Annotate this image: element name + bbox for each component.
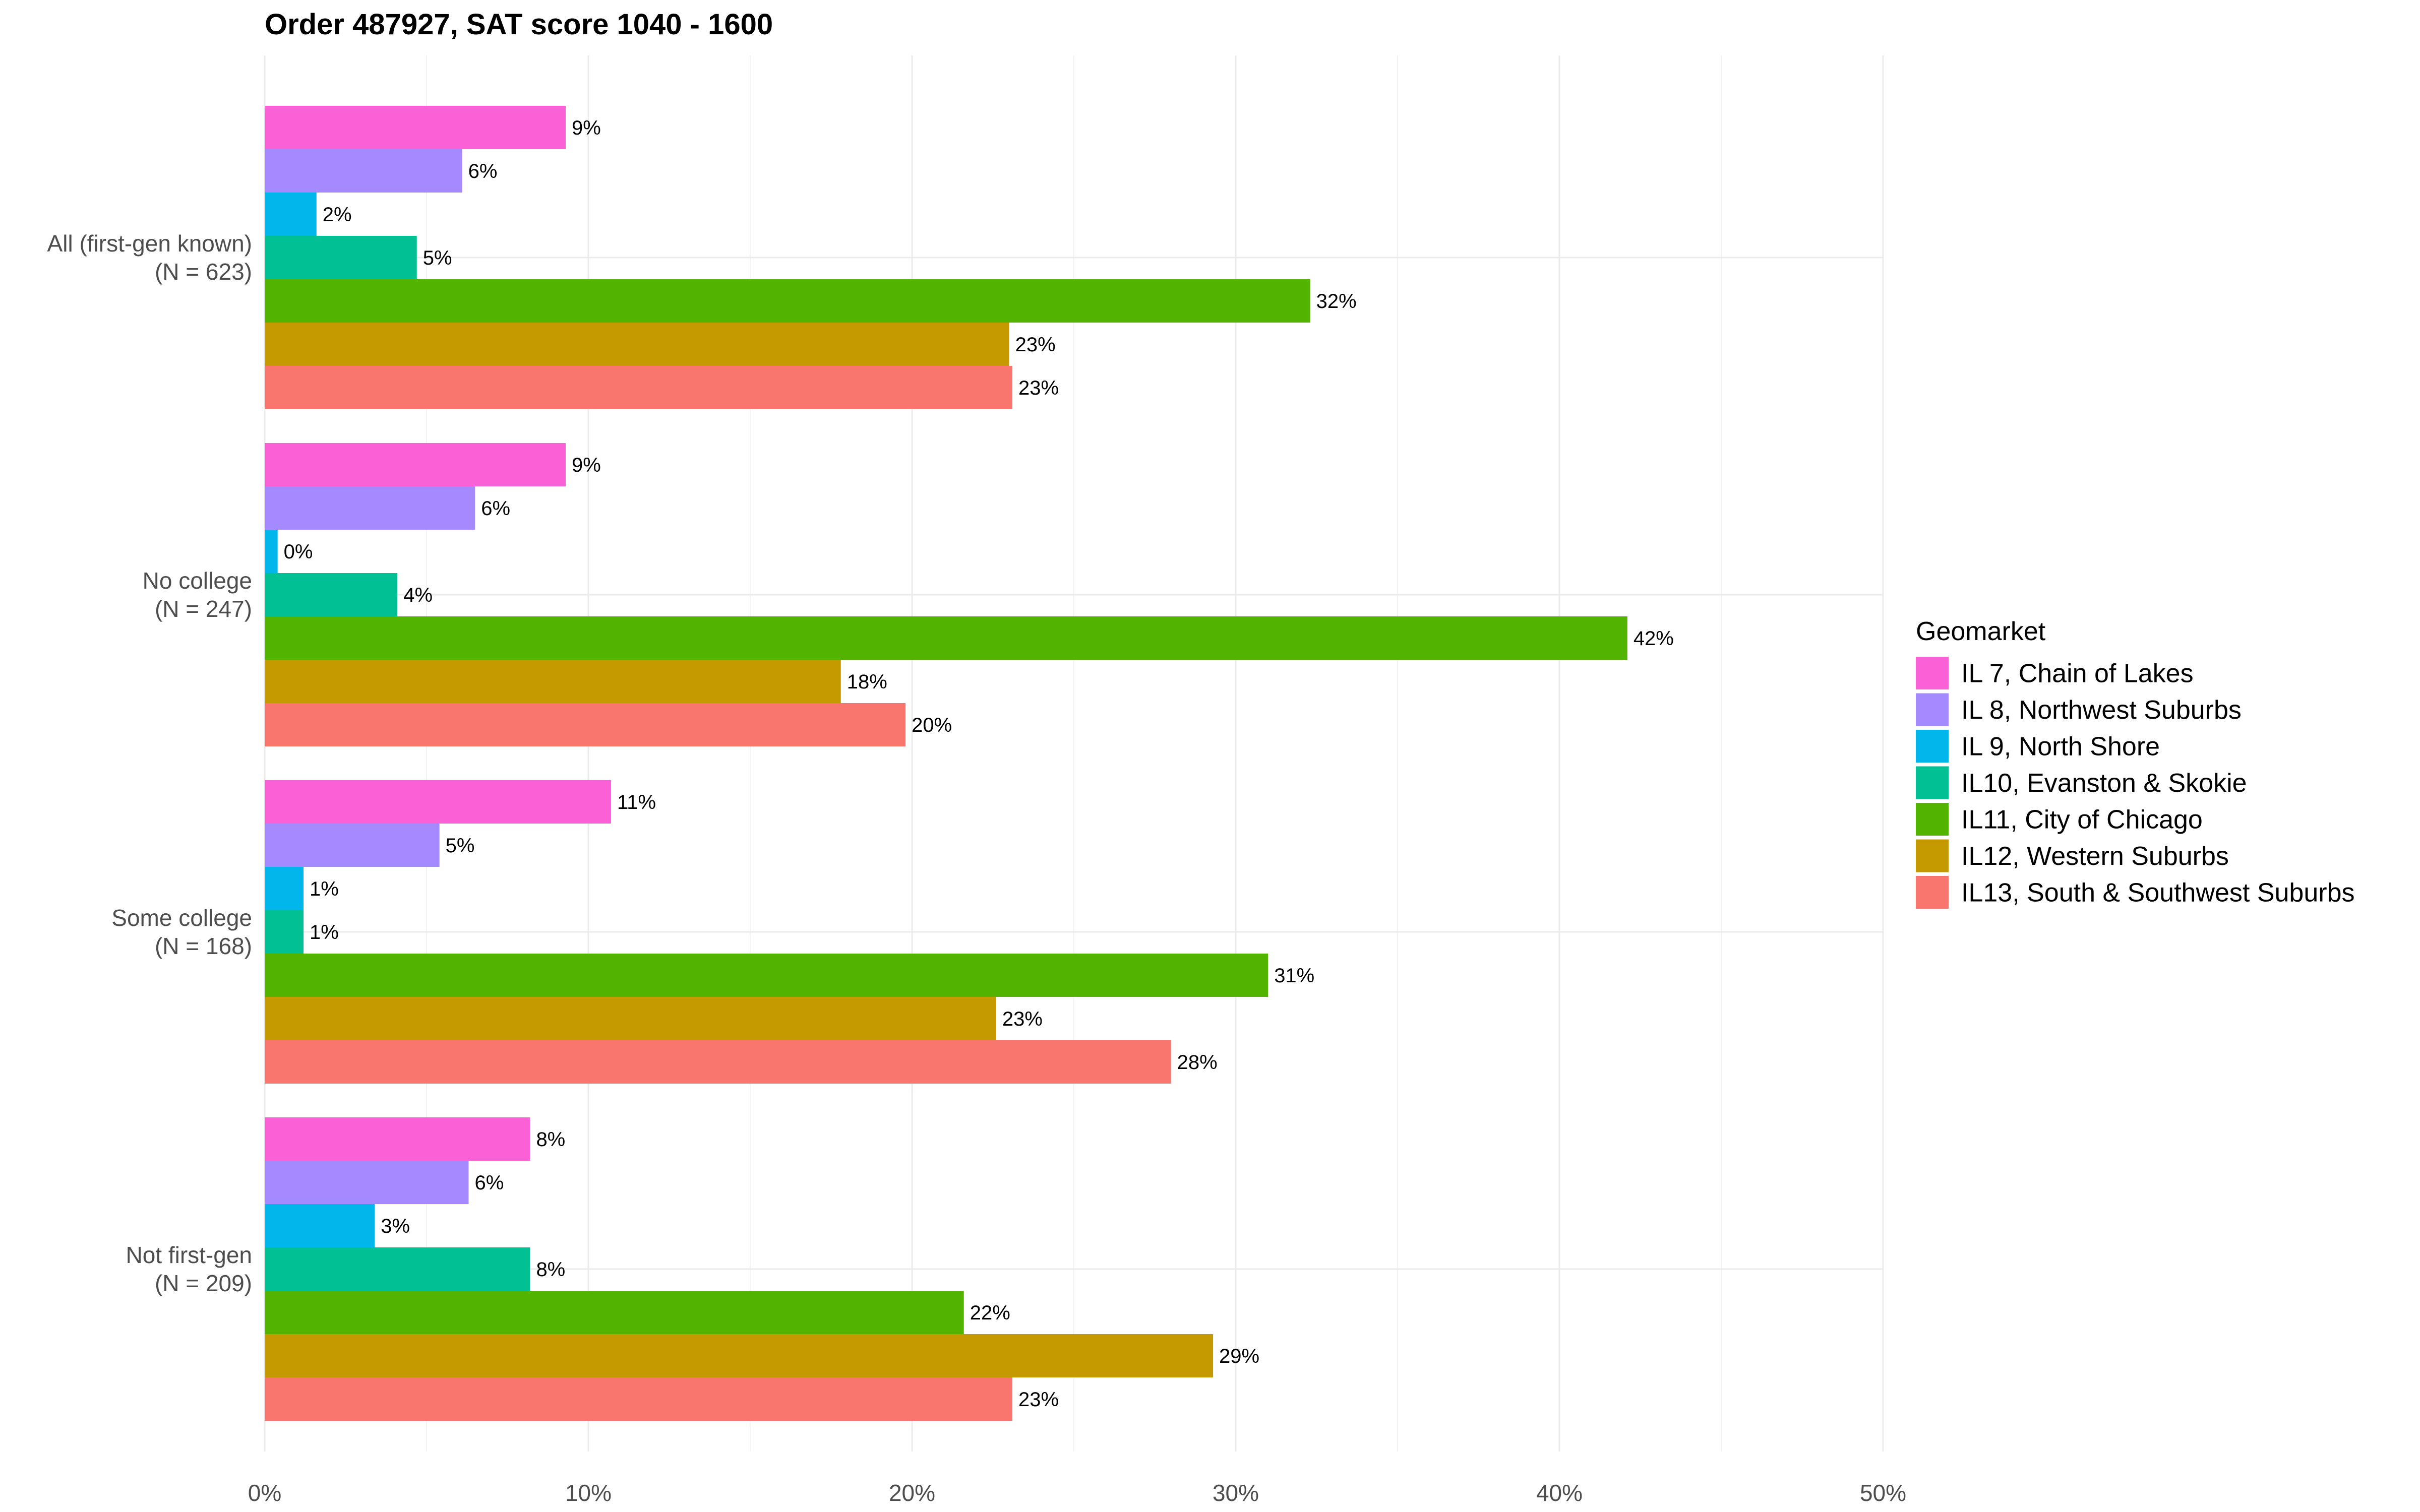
bar (265, 1334, 1214, 1377)
data-label: 23% (1002, 1008, 1043, 1030)
data-label: 1% (310, 878, 339, 900)
category-label: (N = 209) (155, 1270, 252, 1296)
bar (265, 486, 475, 530)
bar (265, 236, 417, 279)
legend-key (1916, 657, 1949, 689)
data-label: 11% (617, 791, 656, 813)
bar (265, 149, 462, 193)
data-label: 6% (468, 160, 498, 182)
x-axis-tick-labels: 0% 10% 20% 30% 40% 50% (248, 1480, 1906, 1506)
bar (265, 616, 1627, 660)
data-label: 2% (323, 204, 352, 226)
category-label: (N = 623) (155, 259, 252, 285)
legend-key (1916, 730, 1949, 763)
bar (265, 323, 1009, 366)
legend-key (1916, 693, 1949, 726)
bar (265, 1204, 375, 1247)
data-labels: 9% 6% 2% 5% 32% 23% 23% 9% 6% 0% 4% 42% 18% 20% 11% 5% 1… (284, 117, 1674, 1411)
category-labels: All (first-gen known)(N = 623) No college… (47, 230, 252, 1296)
data-label: 1% (310, 921, 339, 943)
legend-items: IL 7, Chain of Lakes IL 8, Northwest Subu… (1916, 657, 2355, 909)
x-tick-label: 0% (248, 1480, 281, 1506)
category-label: (N = 247) (155, 596, 252, 622)
bar (265, 530, 278, 573)
legend-key (1916, 839, 1949, 872)
data-label: 23% (1015, 334, 1056, 356)
x-tick-label: 30% (1213, 1480, 1259, 1506)
data-label: 8% (536, 1128, 565, 1151)
bar (265, 1247, 530, 1291)
bar (265, 366, 1013, 409)
bar (265, 1040, 1171, 1084)
category-label: Some college (111, 905, 252, 931)
bar (265, 780, 611, 824)
data-label: 32% (1316, 290, 1357, 312)
data-label: 8% (536, 1258, 565, 1281)
legend: Geomarket IL 7, Chain of Lakes IL 8, Nort… (1916, 617, 2355, 909)
data-label: 9% (572, 454, 601, 476)
x-tick-label: 10% (565, 1480, 612, 1506)
data-label: 0% (284, 541, 313, 563)
legend-key (1916, 876, 1949, 909)
category-label: Not first-gen (126, 1242, 252, 1268)
category-label: No college (143, 568, 252, 594)
bar (265, 660, 841, 703)
bar (265, 954, 1268, 997)
data-label: 3% (381, 1215, 410, 1237)
data-label: 22% (970, 1302, 1010, 1324)
data-label: 31% (1274, 965, 1314, 987)
bar (265, 910, 304, 954)
legend-label: IL 8, Northwest Suburbs (1961, 696, 2242, 725)
bars (265, 106, 1627, 1421)
legend-label: IL 9, North Shore (1961, 732, 2160, 762)
legend-title: Geomarket (1916, 617, 2046, 646)
data-label: 29% (1219, 1345, 1259, 1367)
data-label: 18% (847, 671, 887, 693)
bar (265, 1117, 530, 1161)
x-tick-label: 50% (1860, 1480, 1906, 1506)
data-label: 4% (403, 584, 433, 606)
data-label: 23% (1018, 1389, 1059, 1411)
data-label: 42% (1634, 627, 1674, 650)
data-label: 5% (446, 835, 475, 857)
legend-label: IL10, Evanston & Skokie (1961, 769, 2247, 798)
bar (265, 1377, 1013, 1421)
legend-label: IL11, City of Chicago (1961, 805, 2203, 835)
data-label: 6% (481, 497, 510, 520)
legend-label: IL13, South & Southwest Suburbs (1961, 878, 2355, 908)
category-label: All (first-gen known) (47, 230, 252, 257)
bar (265, 279, 1310, 323)
data-label: 28% (1177, 1051, 1218, 1074)
legend-label: IL12, Western Suburbs (1961, 842, 2229, 871)
bar (265, 573, 398, 616)
bar (265, 997, 996, 1040)
chart-title: Order 487927, SAT score 1040 - 1600 (265, 8, 773, 41)
x-tick-label: 20% (889, 1480, 935, 1506)
data-label: 5% (423, 247, 452, 269)
bar (265, 824, 440, 867)
bar (265, 443, 566, 486)
data-label: 23% (1018, 377, 1059, 399)
bar (265, 1291, 964, 1334)
bar (265, 1161, 469, 1204)
legend-label: IL 7, Chain of Lakes (1961, 659, 2194, 688)
data-label: 6% (474, 1172, 504, 1194)
data-label: 9% (572, 117, 601, 139)
bar (265, 193, 317, 236)
bar (265, 106, 566, 149)
legend-key (1916, 766, 1949, 799)
x-tick-label: 40% (1536, 1480, 1583, 1506)
bar (265, 703, 906, 746)
legend-key (1916, 803, 1949, 836)
category-label: (N = 168) (155, 933, 252, 959)
bar (265, 867, 304, 910)
data-label: 20% (912, 714, 952, 736)
